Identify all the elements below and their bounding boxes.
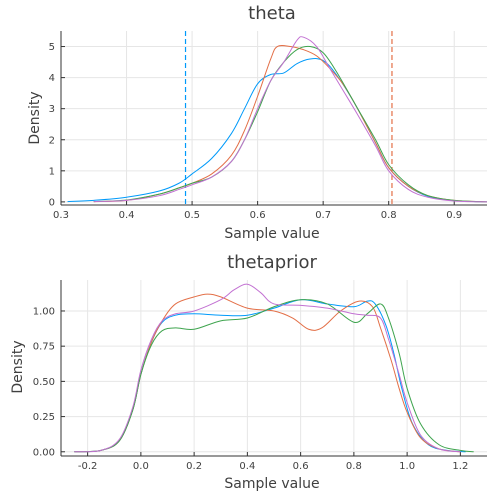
theta-x-tick-label: 0.4 — [119, 210, 135, 221]
theta-density-line-3 — [93, 45, 488, 203]
thetaprior-y-tick-label: 0.50 — [33, 377, 55, 388]
theta-y-tick-label: 5 — [49, 42, 55, 53]
thetaprior-x-tick-label: 1.2 — [452, 461, 468, 472]
theta-y-tick-label: 1 — [49, 166, 55, 177]
theta-y-tick-label: 4 — [49, 73, 55, 84]
theta-y-tick-label: 3 — [49, 104, 55, 115]
thetaprior-y-tick-label: 0.75 — [33, 342, 55, 353]
theta-x-tick-label: 0.7 — [315, 210, 331, 221]
thetaprior-plot: thetaprior Sample value Density -0.2 0.0 0… — [10, 252, 487, 492]
thetaprior-title: thetaprior — [227, 252, 317, 273]
thetaprior-x-tick-label: 0.4 — [239, 461, 255, 472]
thetaprior-y-tick-label: 0.00 — [33, 447, 55, 458]
thetaprior-density-line-2 — [74, 293, 461, 453]
theta-density-line-4 — [93, 36, 488, 203]
thetaprior-density-line-3 — [74, 299, 474, 453]
theta-density-line-1 — [67, 58, 488, 203]
thetaprior-density-line-4 — [74, 283, 461, 453]
theta-x-tick-label: 0.5 — [184, 210, 200, 221]
thetaprior-x-tick-label: -0.2 — [78, 461, 98, 472]
theta-x-tick-label: 0.6 — [250, 210, 266, 221]
theta-xlabel: Sample value — [224, 226, 319, 242]
thetaprior-x-tick-label: 0.8 — [346, 461, 362, 472]
thetaprior-x-tick-label: 0.6 — [293, 461, 309, 472]
theta-plot: theta Sample value Density 0.3 0.4 0.5 0.6 0… — [27, 3, 488, 242]
thetaprior-xlabel: Sample value — [224, 476, 319, 492]
theta-x-tick-label: 0.3 — [53, 210, 69, 221]
thetaprior-y-tick-label: 1.00 — [33, 306, 55, 317]
theta-y-tick-label: 2 — [49, 135, 55, 146]
thetaprior-x-tick-label: 0.0 — [133, 461, 149, 472]
theta-x-tick-label: 0.9 — [446, 210, 462, 221]
theta-y-tick-label: 0 — [49, 197, 55, 208]
theta-ylabel: Density — [27, 91, 43, 144]
thetaprior-y-tick-label: 0.25 — [33, 412, 55, 423]
thetaprior-ylabel: Density — [10, 340, 26, 393]
theta-title: theta — [248, 3, 296, 24]
theta-x-tick-label: 0.8 — [381, 210, 397, 221]
thetaprior-x-tick-label: 1.0 — [399, 461, 415, 472]
thetaprior-x-tick-label: 0.2 — [186, 461, 202, 472]
